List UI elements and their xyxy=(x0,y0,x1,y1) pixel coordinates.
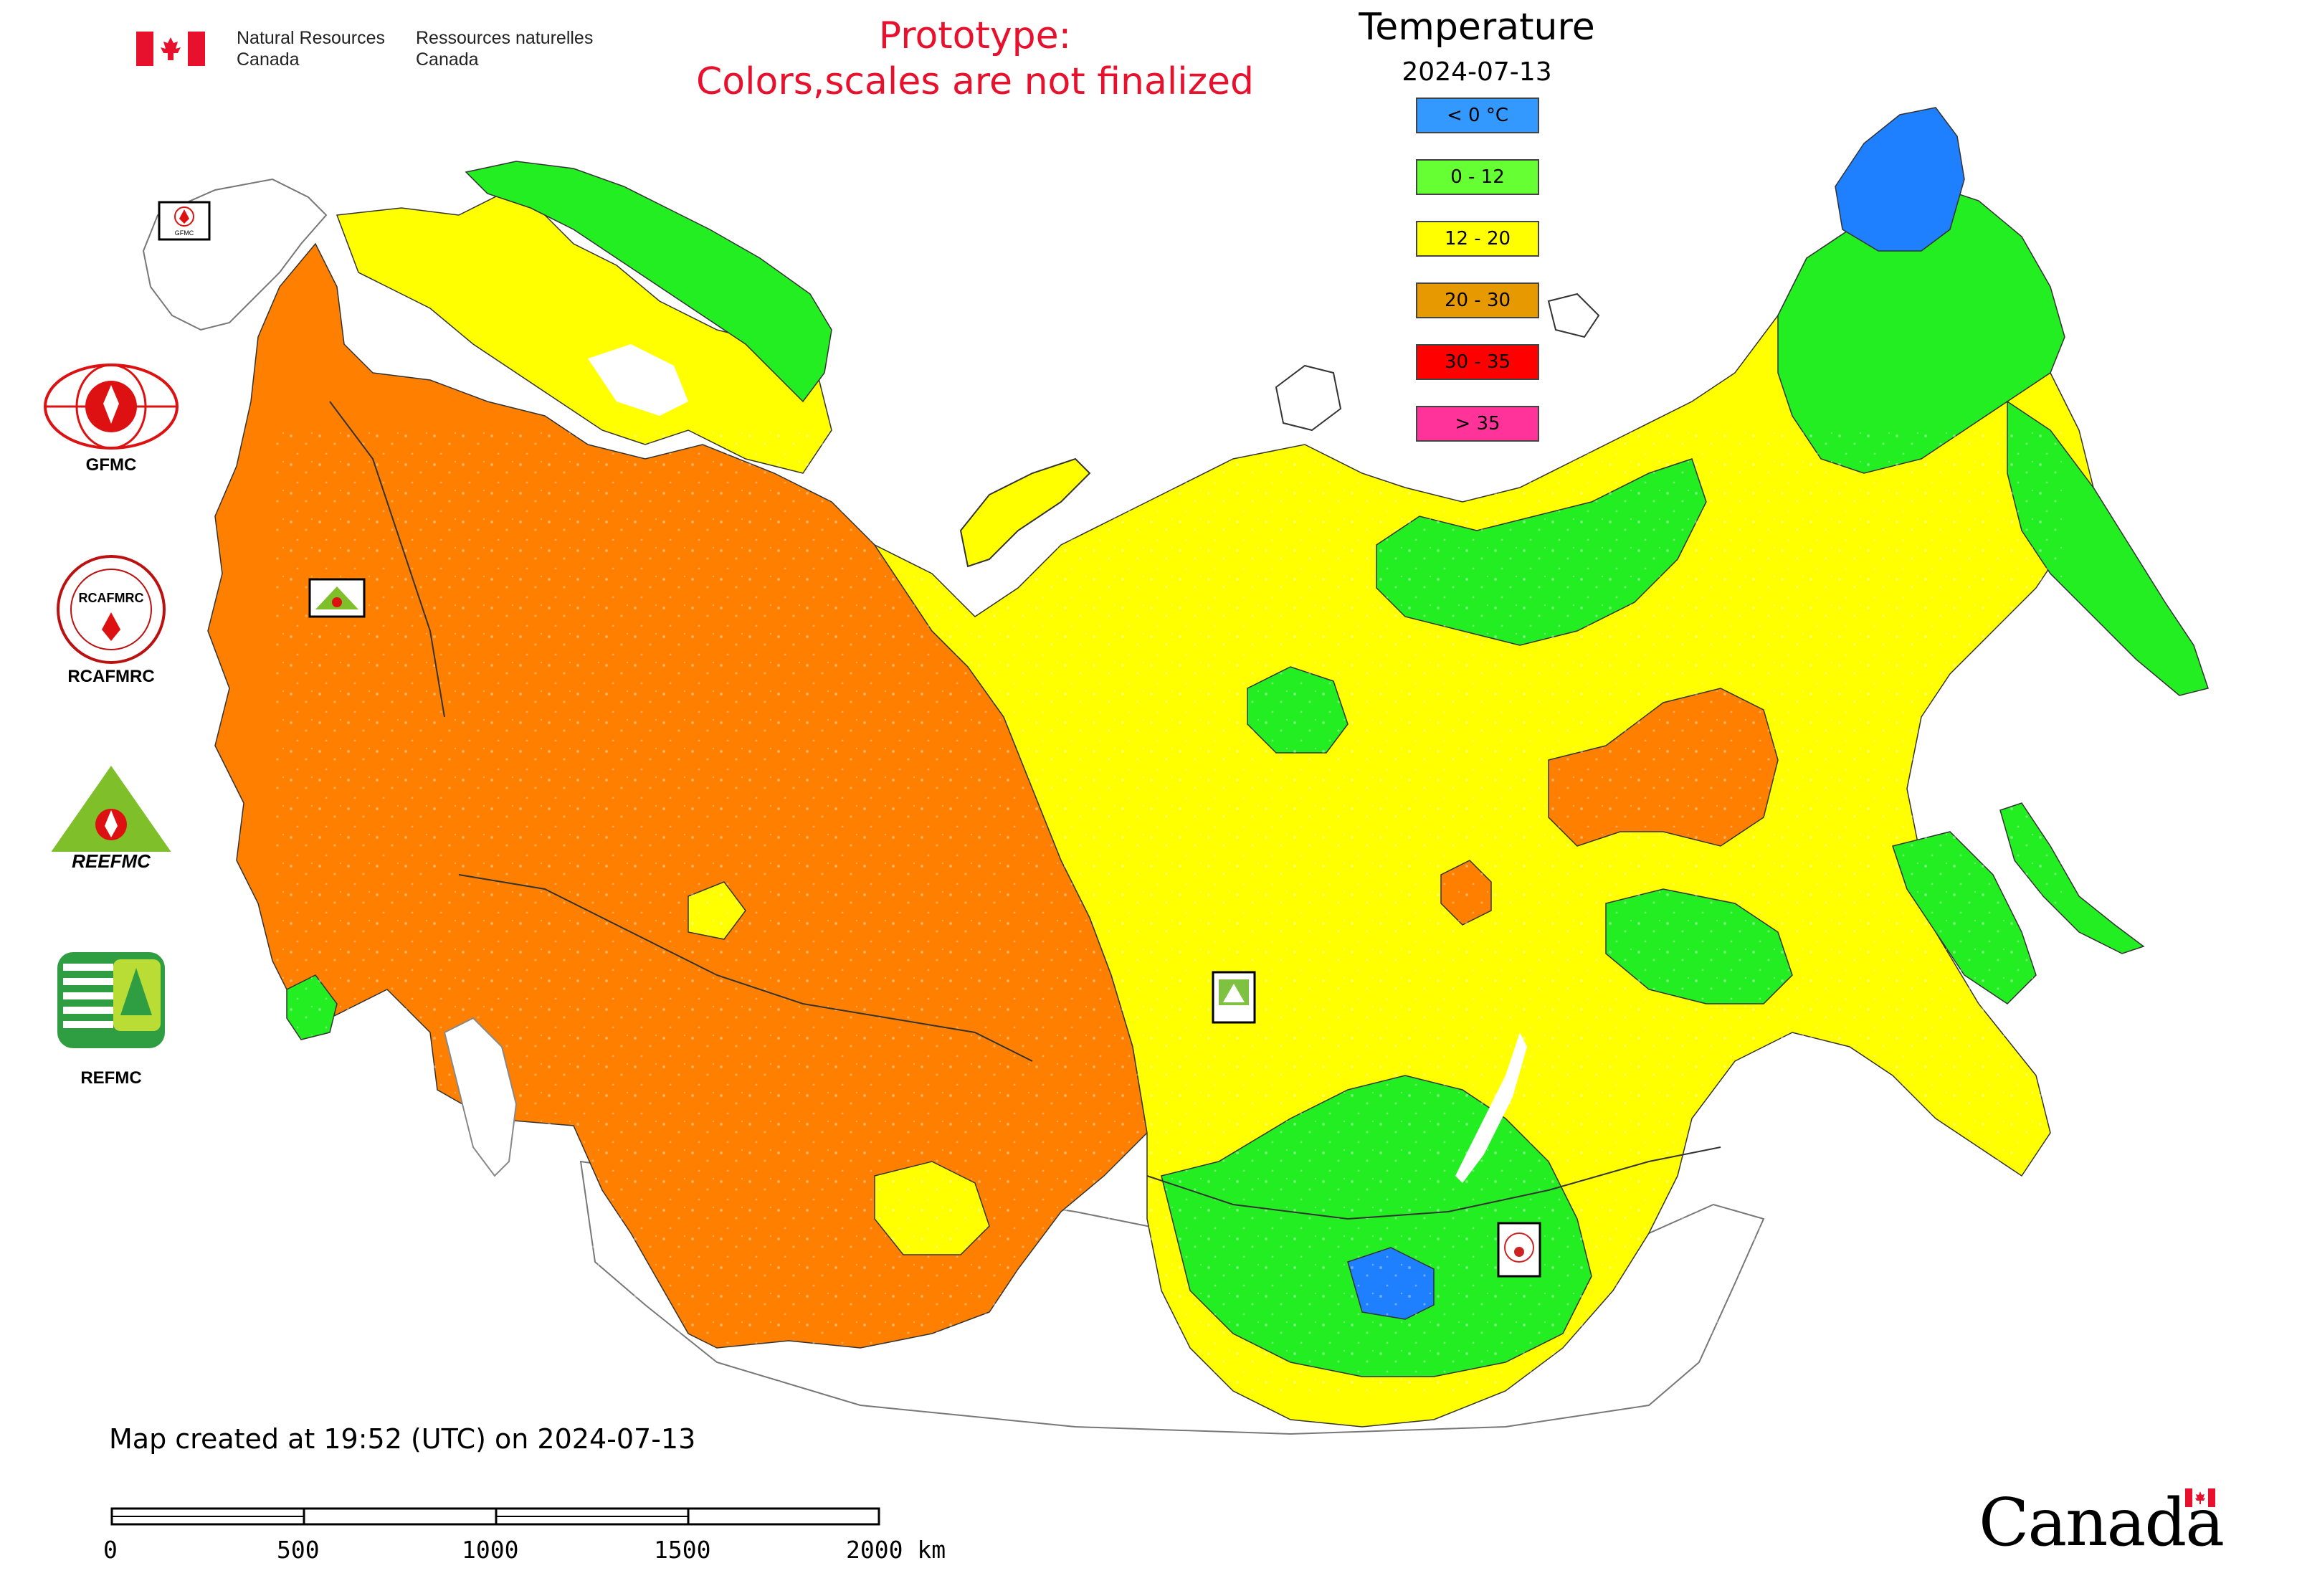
lake-baikal xyxy=(1455,1032,1527,1183)
logo-rcafmrc[interactable]: RCAFMRC RCAFMRC xyxy=(29,552,194,688)
novaya-zemlya xyxy=(959,457,1091,568)
gfmc-caption: GFMC xyxy=(85,455,137,475)
scale-label-1000: 1000 xyxy=(462,1536,519,1564)
scale-label-500: 500 xyxy=(277,1536,320,1564)
legend-item-30-35: 30 - 35 xyxy=(1416,344,1539,380)
new-siberian-islands xyxy=(1547,293,1600,338)
prototype-warning: Prototype: Colors,scales are not finaliz… xyxy=(617,13,1333,105)
lake-speckle-overlay xyxy=(272,430,2065,1398)
caspian-sea xyxy=(443,1017,518,1177)
svg-text:RCAFMRC: RCAFMRC xyxy=(79,591,144,605)
legend-date: 2024-07-13 xyxy=(1402,57,1552,87)
agency-name-fr: Ressources naturelles Canada xyxy=(416,28,594,70)
station-marker-refmc[interactable] xyxy=(1212,971,1256,1024)
internal-border-1 xyxy=(458,874,1033,1062)
prototype-title: Prototype: xyxy=(878,14,1072,57)
white-sea xyxy=(588,344,688,416)
map-created-timestamp: Map created at 19:52 (UTC) on 2024-07-13 xyxy=(109,1423,696,1455)
station-marker-rcafmrc[interactable] xyxy=(1497,1222,1541,1278)
canada-wordmark-text: Canada xyxy=(1979,1484,2225,1561)
rcafmrc-caption: RCAFMRC xyxy=(67,667,155,686)
scale-label-0: 0 xyxy=(103,1536,118,1564)
severnaya-zemlya xyxy=(1275,364,1342,432)
internal-border-3 xyxy=(1146,1146,1721,1220)
prototype-note: Colors,scales are not finalized xyxy=(695,60,1255,103)
legend-item-20-30: 20 - 30 xyxy=(1416,282,1539,318)
station-marker-reefmc[interactable] xyxy=(308,578,366,618)
wordmark-flag-icon xyxy=(2185,1488,2215,1507)
scale-bar-graphic xyxy=(110,1507,880,1526)
scale-bar: 0 500 1000 1500 2000 km xyxy=(100,1498,975,1577)
nrcan-signature: Natural Resources Canada Ressources natu… xyxy=(136,27,609,77)
canada-wordmark: Canada xyxy=(1979,1484,2225,1570)
reefmc-emblem-icon: REEFMC xyxy=(43,766,179,872)
map-region-cool-kola xyxy=(465,161,832,403)
svg-text:REEFMC: REEFMC xyxy=(72,850,151,872)
canada-flag-icon xyxy=(136,32,205,66)
logo-refmc[interactable]: REFMC xyxy=(29,946,194,1090)
internal-border-2 xyxy=(329,401,445,718)
station-marker-gfmc[interactable]: GFMC xyxy=(158,201,211,241)
rcafmrc-emblem-icon: RCAFMRC xyxy=(57,555,166,664)
logo-reefmc[interactable]: REEFMC xyxy=(29,760,194,875)
map-region-cold-chukotka xyxy=(1835,107,1965,252)
legend-item-below-0: < 0 °C xyxy=(1416,98,1539,133)
legend-item-0-12: 0 - 12 xyxy=(1416,159,1539,195)
refmc-caption: REFMC xyxy=(80,1068,142,1088)
logo-gfmc[interactable]: GFMC xyxy=(29,362,194,484)
refmc-emblem-icon xyxy=(57,952,165,1048)
scale-label-2000: 2000 km xyxy=(846,1536,946,1564)
legend-item-above-35: > 35 xyxy=(1416,406,1539,442)
agency-name-en: Natural Resources Canada xyxy=(237,28,386,70)
legend-title: Temperature xyxy=(1359,6,1595,49)
gfmc-emblem-icon xyxy=(44,364,179,450)
svg-text:GFMC: GFMC xyxy=(175,229,194,237)
legend-item-12-20: 12 - 20 xyxy=(1416,221,1539,257)
scale-label-1500: 1500 xyxy=(654,1536,711,1564)
